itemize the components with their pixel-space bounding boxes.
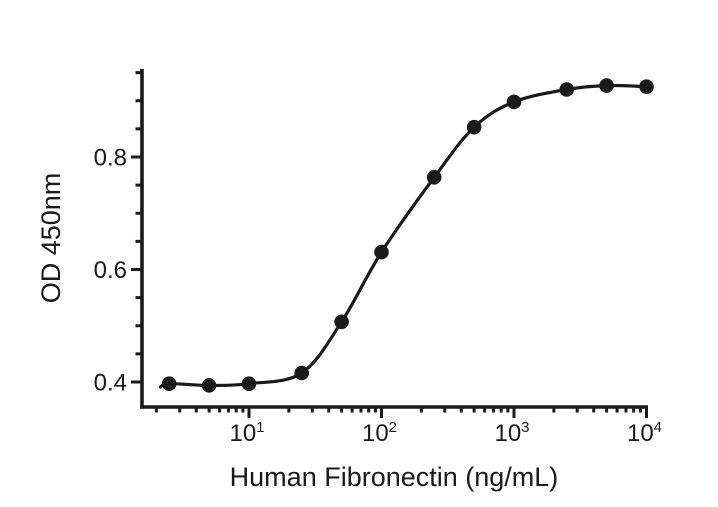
data-point [294, 365, 310, 381]
data-point [559, 82, 574, 97]
data-point [241, 376, 257, 392]
x-axis-title: Human Fibronectin (ng/mL) [230, 462, 559, 492]
data-point [374, 244, 389, 260]
y-tick-label: 0.6 [94, 257, 127, 284]
data-point [466, 119, 482, 135]
x-tick-label: 101 [229, 419, 264, 447]
data-point [161, 376, 177, 392]
data-point [599, 78, 614, 93]
x-tick-label: 102 [362, 419, 397, 447]
data-point [201, 378, 217, 393]
data-point [334, 314, 349, 330]
y-axis-title: OD 450nm [36, 173, 66, 304]
x-tick-label: 104 [627, 419, 662, 447]
y-tick-label: 0.4 [94, 370, 127, 397]
data-point [426, 170, 442, 185]
fit-curve [158, 83, 649, 389]
data-points [161, 78, 654, 393]
data-point [639, 79, 654, 94]
y-axis: 0.4 0.6 0.8 [94, 69, 144, 409]
x-tick-label: 103 [494, 419, 529, 447]
y-tick-label: 0.8 [94, 145, 127, 172]
data-point [506, 94, 522, 110]
x-axis: 101 102 103 104 [140, 405, 662, 447]
